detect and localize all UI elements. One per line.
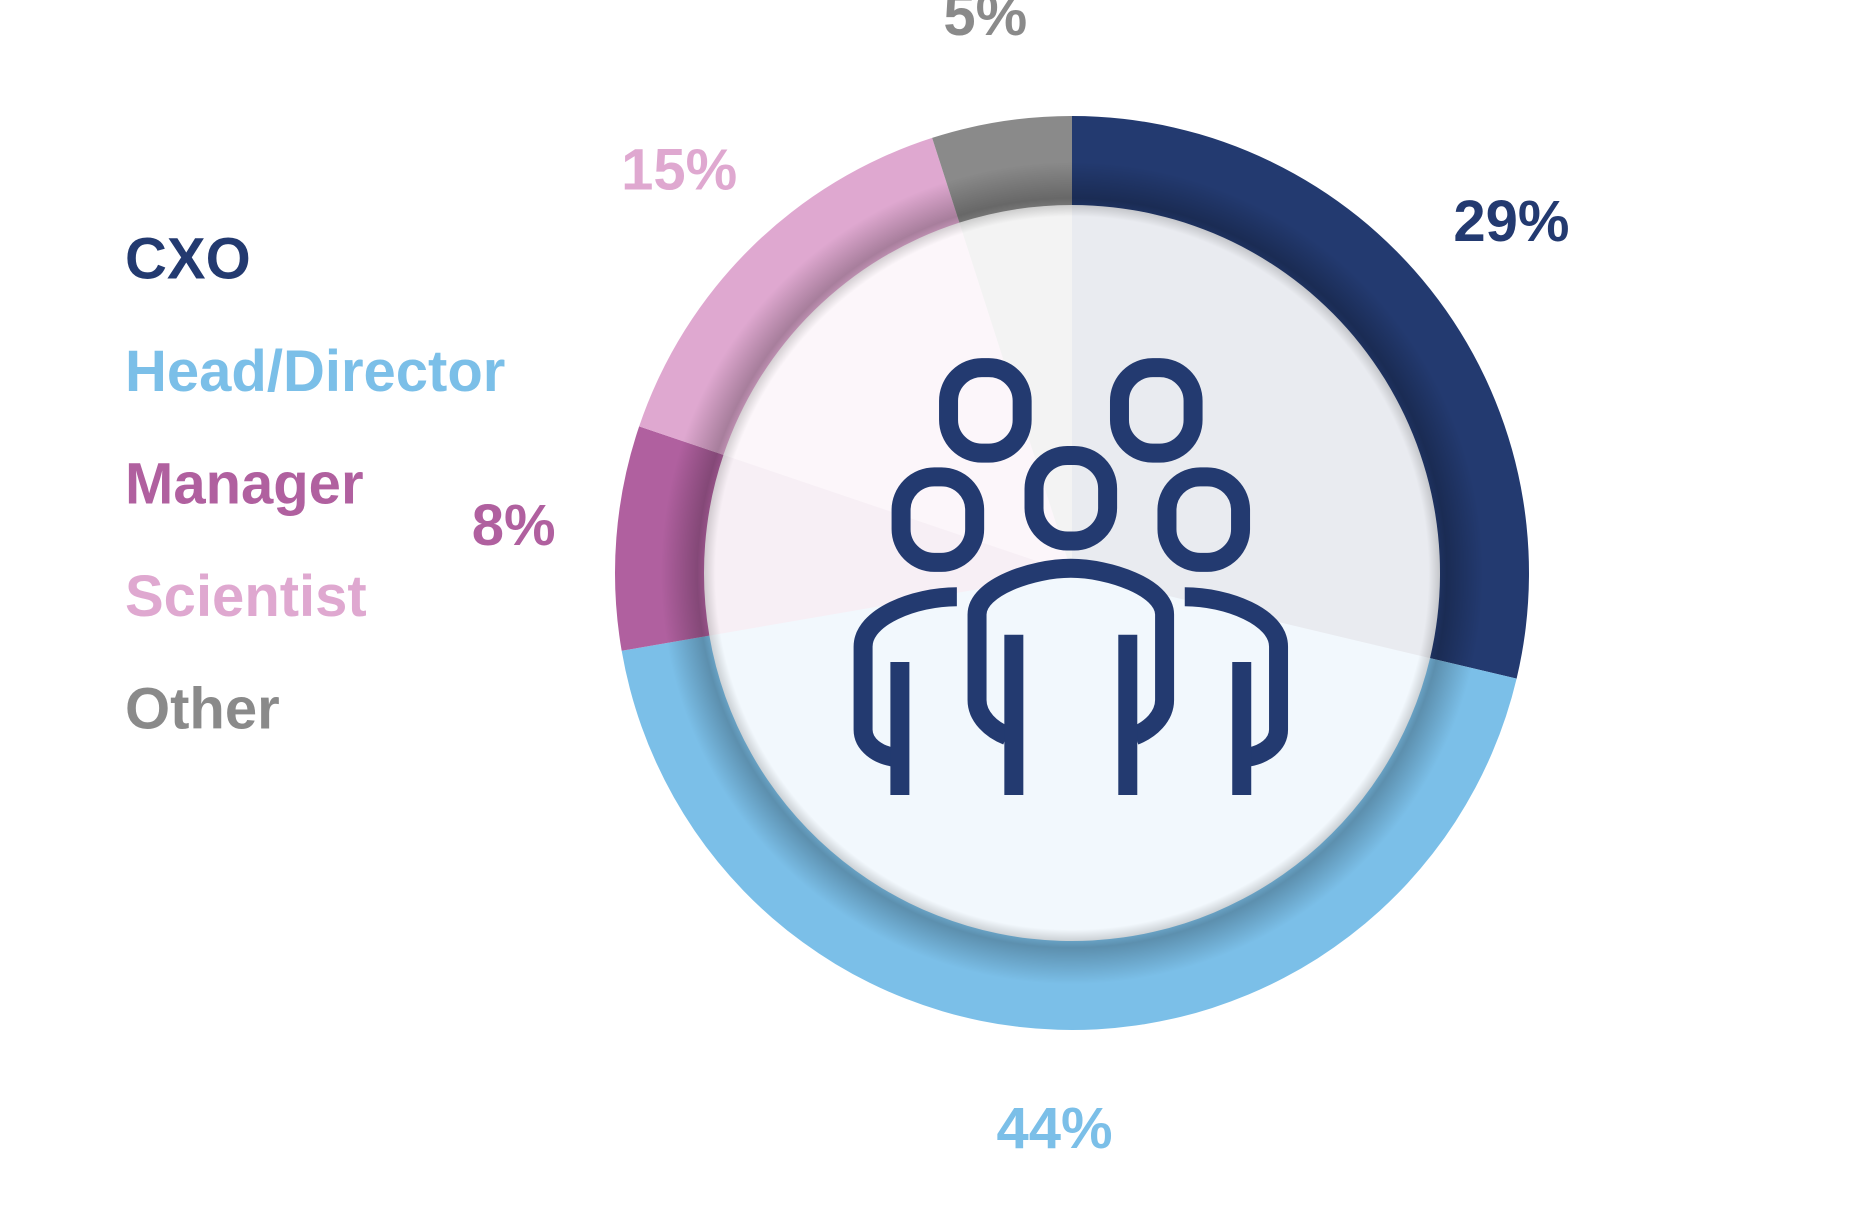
people-icon: [853, 358, 1289, 795]
legend-label: Other: [125, 676, 280, 741]
data-label: 5%: [943, 0, 1027, 48]
legend-label: Manager: [125, 451, 364, 516]
data-label: 29%: [1453, 189, 1569, 254]
data-label: 8%: [472, 493, 556, 558]
legend: CXO Head/Director Manager Scientist Other: [125, 226, 505, 741]
legend-label: Scientist: [125, 564, 367, 629]
legend-label: Head/Director: [125, 339, 505, 404]
data-label: 44%: [997, 1096, 1113, 1161]
data-label: 15%: [621, 137, 737, 202]
data-labels: 29% 44% 8% 15% 5%: [472, 0, 1570, 1161]
legend-label: CXO: [125, 226, 251, 291]
